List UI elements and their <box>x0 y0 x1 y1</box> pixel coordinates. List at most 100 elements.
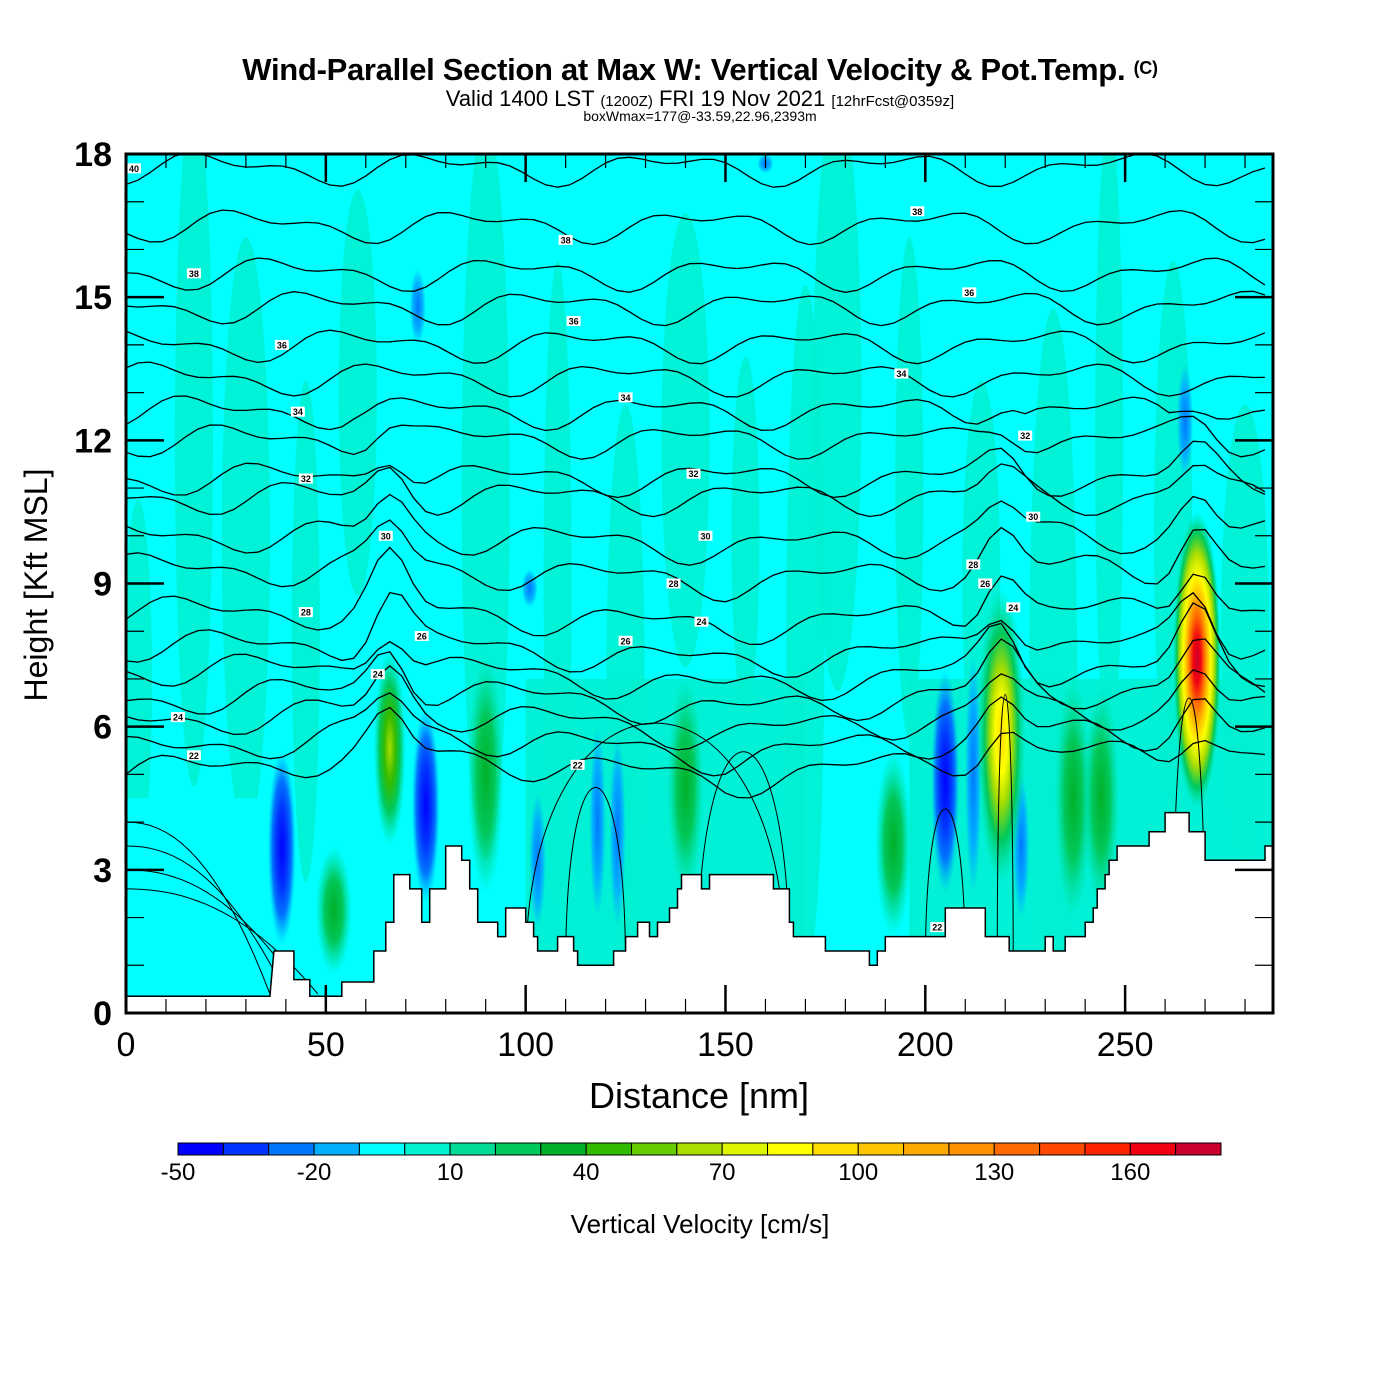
weak-updraft-band <box>813 154 862 692</box>
weak-downdraft <box>589 726 606 918</box>
contour-label: 30 <box>1026 511 1041 522</box>
contour-label-text: 26 <box>980 579 990 589</box>
y-tick-label: 9 <box>93 566 112 604</box>
contour-label: 32 <box>298 473 313 484</box>
x-tick-label: 250 <box>1097 1026 1154 1064</box>
isentrope-26 <box>126 602 1266 702</box>
contour-label-text: 30 <box>1028 512 1038 522</box>
contour-label: 34 <box>290 406 305 417</box>
contour-label-text: 38 <box>912 207 922 217</box>
weak-updraft-band <box>338 189 377 596</box>
copyright-mark: (C) <box>1133 58 1158 78</box>
contour-label: 36 <box>566 316 581 327</box>
contour-label: 22 <box>570 759 585 770</box>
box-wmax: boxWmax=177@-33.59,22.96,2393m <box>583 108 817 124</box>
valid-date: FRI 19 Nov 2021 <box>658 86 826 111</box>
contour-label: 26 <box>414 630 429 641</box>
moderate-updraft <box>315 845 352 975</box>
x-tick-label: 50 <box>307 1026 345 1064</box>
colorbar-swatch <box>1039 1142 1086 1156</box>
colorbar-swatch <box>358 1142 406 1156</box>
weak-updraft-band <box>174 154 213 787</box>
velocity-contour <box>565 787 627 971</box>
moderate-updraft <box>875 750 912 937</box>
y-tick-label: 15 <box>74 279 112 317</box>
contour-label-text: 36 <box>964 288 974 298</box>
colorbar-swatch <box>1084 1142 1131 1156</box>
weak-downdraft <box>1177 363 1194 479</box>
contour-label-text: 30 <box>381 531 391 541</box>
isentrope-36 <box>126 329 1266 365</box>
colorbar-swatch <box>222 1142 270 1156</box>
contour-label: 26 <box>618 635 633 646</box>
isentrope-33 <box>126 415 1266 460</box>
contour-label: 38 <box>910 206 925 217</box>
colorbar-tick-label: -20 <box>297 1159 332 1186</box>
contour-label: 24 <box>170 712 185 723</box>
contour-label: 38 <box>186 268 201 279</box>
y-tick-label: 6 <box>93 709 112 747</box>
weak-updraft-band <box>1095 154 1124 763</box>
chart-title: Wind-Parallel Section at Max W: Vertical… <box>0 52 1400 88</box>
colorbar-tick-label: 130 <box>974 1159 1014 1186</box>
colorbar-swatch <box>404 1142 451 1156</box>
colorbar-swatch <box>177 1142 224 1156</box>
moderate-updraft <box>1055 678 1092 918</box>
contour-label: 22 <box>186 750 201 761</box>
weak-downdraft <box>409 268 426 345</box>
contour-label: 22 <box>930 922 945 933</box>
x-tick-label: 100 <box>497 1026 554 1064</box>
isentrope-31 <box>126 463 1266 518</box>
contour-label-text: 28 <box>669 579 679 589</box>
contour-label-text: 34 <box>293 407 303 417</box>
contour-label-text: 36 <box>277 340 287 350</box>
weak-updraft-band <box>291 380 320 883</box>
contour-label-text: 38 <box>189 269 199 279</box>
isentrope-39 <box>126 209 1266 246</box>
velocity-contour <box>996 693 1014 971</box>
isentrope-25 <box>126 638 1266 725</box>
contour-label-text: 34 <box>896 369 906 379</box>
contour-label-text: 28 <box>968 560 978 570</box>
downdraft-core <box>931 669 960 894</box>
contour-label-text: 22 <box>932 923 942 933</box>
x-axis: 0 50 100 150 200 250 <box>117 154 1246 1064</box>
contour-label: 28 <box>298 607 313 618</box>
colorbar: -50 -20 10 40 70 100 130 160 <box>161 1142 1222 1186</box>
contour-label: 38 <box>558 234 573 245</box>
y-tick-label: 12 <box>74 422 112 460</box>
colorbar-tick-label: 70 <box>709 1159 736 1186</box>
contour-label-text: 28 <box>301 608 311 618</box>
contour-label: 30 <box>378 530 393 541</box>
colorbar-swatch <box>993 1142 1041 1156</box>
contour-label-text: 24 <box>1008 603 1018 613</box>
contour-label-text: 38 <box>561 235 571 245</box>
colorbar-swatch <box>903 1142 950 1156</box>
colorbar-swatch <box>1129 1142 1177 1156</box>
downdraft-core <box>267 750 296 947</box>
isentrope-27 <box>126 591 1266 679</box>
weak-downdraft <box>521 569 538 608</box>
moderate-updraft <box>667 678 704 894</box>
weak-downdraft <box>965 655 982 894</box>
x-tick-label: 0 <box>117 1026 136 1064</box>
contour-label: 24 <box>370 669 385 680</box>
colorbar-swatch <box>494 1142 542 1156</box>
weak-updraft-band <box>731 356 760 716</box>
neutral-region <box>126 798 262 1013</box>
valid-time: Valid 1400 LST <box>445 86 595 111</box>
contour-label: 34 <box>894 368 909 379</box>
colorbar-swatch <box>585 1142 632 1156</box>
plot-area: 4038363432302824222426383634323028262422… <box>126 154 1273 1013</box>
colorbar-tick-label: 100 <box>838 1159 878 1186</box>
weak-downdraft <box>529 793 546 928</box>
colorbar-swatch <box>812 1142 859 1156</box>
weak-updraft-band <box>661 213 710 668</box>
isentrope-40 <box>126 154 1266 188</box>
contour-label: 40 <box>126 163 141 174</box>
isentrope-29 <box>126 519 1266 603</box>
low-level-contour <box>126 845 287 995</box>
contour-label: 32 <box>1018 430 1033 441</box>
valid-utc: (1200Z) <box>600 93 653 110</box>
